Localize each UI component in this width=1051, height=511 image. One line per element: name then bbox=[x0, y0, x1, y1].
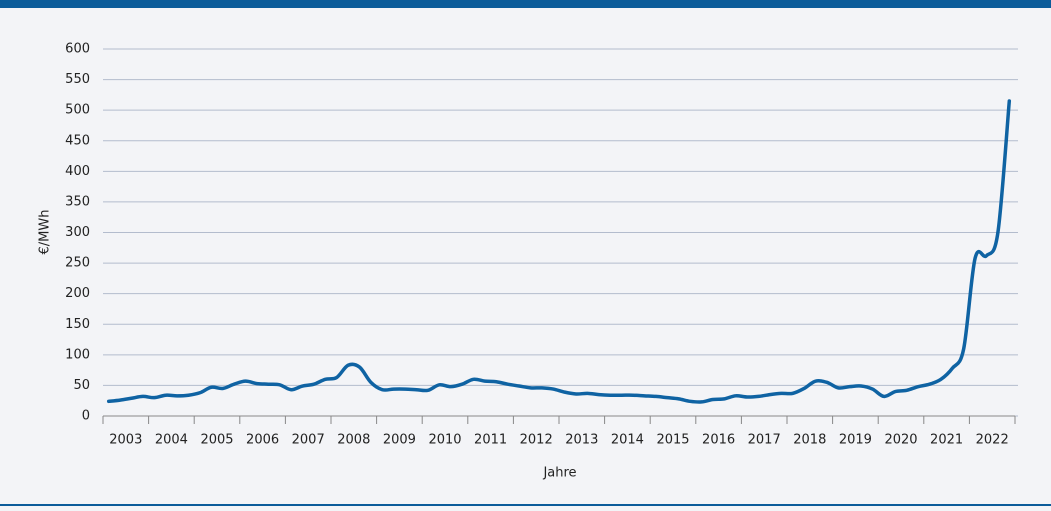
y-tick-label: 50 bbox=[73, 378, 90, 393]
x-tick-label: 2005 bbox=[200, 433, 233, 448]
x-tick-label: 2009 bbox=[383, 433, 416, 448]
y-tick-label: 600 bbox=[65, 42, 90, 57]
x-tick-label: 2011 bbox=[474, 433, 507, 448]
y-axis-label: €/MWh bbox=[38, 210, 53, 255]
x-tick-label: 2021 bbox=[930, 433, 963, 448]
y-tick-label: 500 bbox=[65, 103, 90, 118]
x-tick-label: 2018 bbox=[793, 433, 826, 448]
x-tick-label: 2012 bbox=[520, 433, 553, 448]
y-tick-label: 150 bbox=[65, 317, 90, 332]
price-line bbox=[106, 99, 1012, 404]
x-tick-label: 2015 bbox=[656, 433, 689, 448]
y-tick-label: 400 bbox=[65, 164, 90, 179]
y-tick-label: 450 bbox=[65, 133, 90, 148]
x-tick-label: 2004 bbox=[155, 433, 188, 448]
y-tick-label: 250 bbox=[65, 256, 90, 271]
x-tick-label: 2016 bbox=[702, 433, 735, 448]
y-tick-label: 350 bbox=[65, 194, 90, 209]
x-tick-label: 2022 bbox=[976, 433, 1009, 448]
x-tick-label: 2013 bbox=[565, 433, 598, 448]
y-tick-label: 300 bbox=[65, 225, 90, 240]
top-bar bbox=[0, 0, 1051, 8]
x-tick-label: 2017 bbox=[748, 433, 781, 448]
x-tick-label: 2019 bbox=[839, 433, 872, 448]
x-tick-label: 2014 bbox=[611, 433, 644, 448]
y-tick-label: 550 bbox=[65, 72, 90, 87]
y-tick-label: 0 bbox=[82, 409, 90, 424]
y-tick-label: 100 bbox=[65, 347, 90, 362]
x-tick-label: 2010 bbox=[428, 433, 461, 448]
x-tick-label: 2020 bbox=[884, 433, 917, 448]
x-tick-label: 2003 bbox=[109, 433, 142, 448]
y-tick-label: 200 bbox=[65, 286, 90, 301]
x-tick-label: 2008 bbox=[337, 433, 370, 448]
x-tick-label: 2006 bbox=[246, 433, 279, 448]
x-tick-label: 2007 bbox=[292, 433, 325, 448]
x-axis-label: Jahre bbox=[542, 466, 576, 481]
bottom-bar bbox=[0, 504, 1051, 506]
